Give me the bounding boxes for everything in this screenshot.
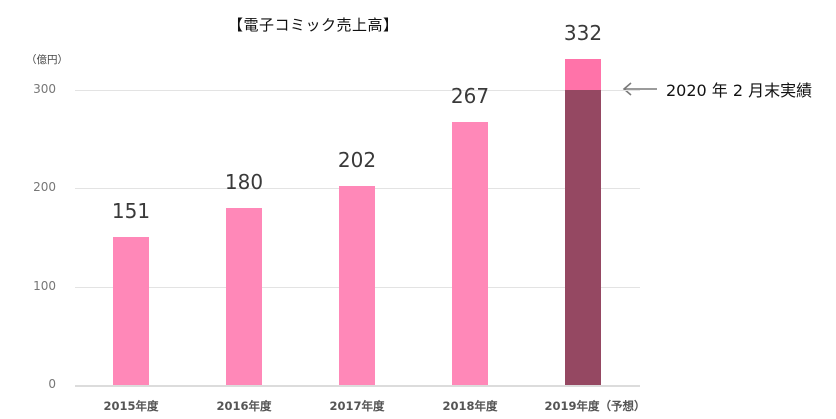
x-tick-label: 2017年度 [329,399,385,413]
bar-segment-actual [565,89,601,385]
y-axis-unit-label: （億円） [26,54,68,66]
annotation-actual-to-date: 2020 年 2 月末実績 [622,78,812,100]
annotation-text: 2020 年 2 月末実績 [666,81,813,100]
gridline-0 [75,385,640,387]
y-tick-label: 0 [48,377,56,391]
value-label: 202 [337,148,377,173]
y-tick-label: 100 [33,278,56,293]
x-tick-label: 2018年度 [442,399,498,413]
x-tick-label: 2015年度 [103,399,159,413]
value-label: 180 [224,170,264,194]
bar-2 [226,208,262,385]
bar-segment-forecast [565,58,601,90]
value-label: 151 [111,198,151,223]
value-label: 267 [450,84,490,109]
bar-3 [339,186,375,385]
y-tick-label: 300 [33,82,56,96]
value-label: 332 [563,20,603,45]
gridline-300 [75,90,640,91]
bar-1 [113,236,149,385]
bar-5 [565,58,601,385]
x-tick-label: 2019年度（予想） [544,399,646,413]
chart-title-text: 【電子コミック売上高】 [228,16,399,34]
bar-4 [452,122,488,385]
arrow-left-icon [622,82,657,96]
x-tick-label: 2016年度 [216,399,272,413]
y-tick-label: 200 [33,180,56,195]
